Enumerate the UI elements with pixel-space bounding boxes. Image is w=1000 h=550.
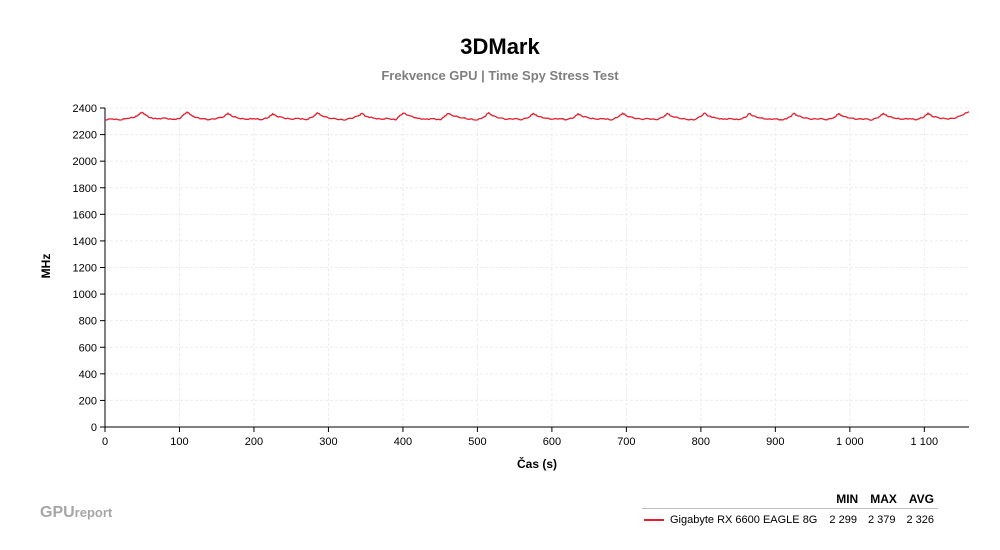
grid (105, 107, 969, 427)
x-tick-label: 300 (319, 436, 337, 448)
x-tick-label: 1 000 (836, 436, 864, 448)
y-tick-label: 1000 (73, 289, 97, 301)
legend-col-avg: AVG (908, 492, 934, 506)
y-tick-label: 2000 (73, 156, 97, 168)
y-tick-label: 2200 (73, 130, 97, 142)
legend-series-name: Gigabyte RX 6600 EAGLE 8G (670, 514, 818, 526)
x-tick-label: 800 (692, 436, 710, 448)
legend-row: Gigabyte RX 6600 EAGLE 8G 2 299 2 379 2 … (642, 509, 938, 531)
y-tick-label: 2400 (73, 103, 97, 115)
x-tick-label: 400 (394, 436, 412, 448)
x-tick-label: 600 (543, 436, 561, 448)
gpureport-logo: GPUreport (40, 504, 112, 522)
legend-col-max: MAX (870, 492, 897, 506)
logo-gpu-text: GPU (40, 504, 75, 521)
y-axis-title: MHz (39, 254, 53, 279)
legend-min-value: 2 299 (829, 514, 857, 526)
chart-subtitle: Frekvence GPU | Time Spy Stress Test (381, 68, 619, 83)
y-tick-label: 1400 (73, 236, 97, 248)
y-tick-label: 600 (79, 342, 97, 354)
logo-report-text: report (74, 505, 113, 520)
y-tick-label: 200 (79, 395, 97, 407)
y-tick-label: 1600 (73, 209, 97, 221)
legend-swatch (644, 519, 664, 521)
chart-title: 3DMark (460, 34, 540, 59)
x-tick-label: 500 (468, 436, 486, 448)
y-tick-label: 1800 (73, 183, 97, 195)
x-tick-label: 200 (245, 436, 263, 448)
y-tick-label: 0 (91, 422, 97, 434)
x-tick-label: 100 (170, 436, 188, 448)
legend-avg-value: 2 326 (906, 514, 934, 526)
series-line (104, 111, 970, 121)
legend-header: MIN MAX AVG (642, 492, 938, 509)
x-tick-label: 900 (766, 436, 784, 448)
legend: MIN MAX AVG Gigabyte RX 6600 EAGLE 8G 2 … (642, 492, 938, 531)
x-tick-label: 700 (617, 436, 635, 448)
series-layer (104, 111, 970, 121)
y-tick-label: 800 (79, 316, 97, 328)
x-tick-label: 0 (102, 436, 108, 448)
x-axis-title: Čas (s) (517, 456, 557, 471)
legend-max-value: 2 379 (867, 514, 896, 526)
legend-col-min: MIN (836, 492, 859, 506)
y-tick-label: 1200 (73, 263, 97, 275)
x-tick-label: 1 100 (911, 436, 939, 448)
y-tick-label: 400 (79, 369, 97, 381)
axes: 0200400600800100012001400160018002000220… (73, 103, 969, 448)
